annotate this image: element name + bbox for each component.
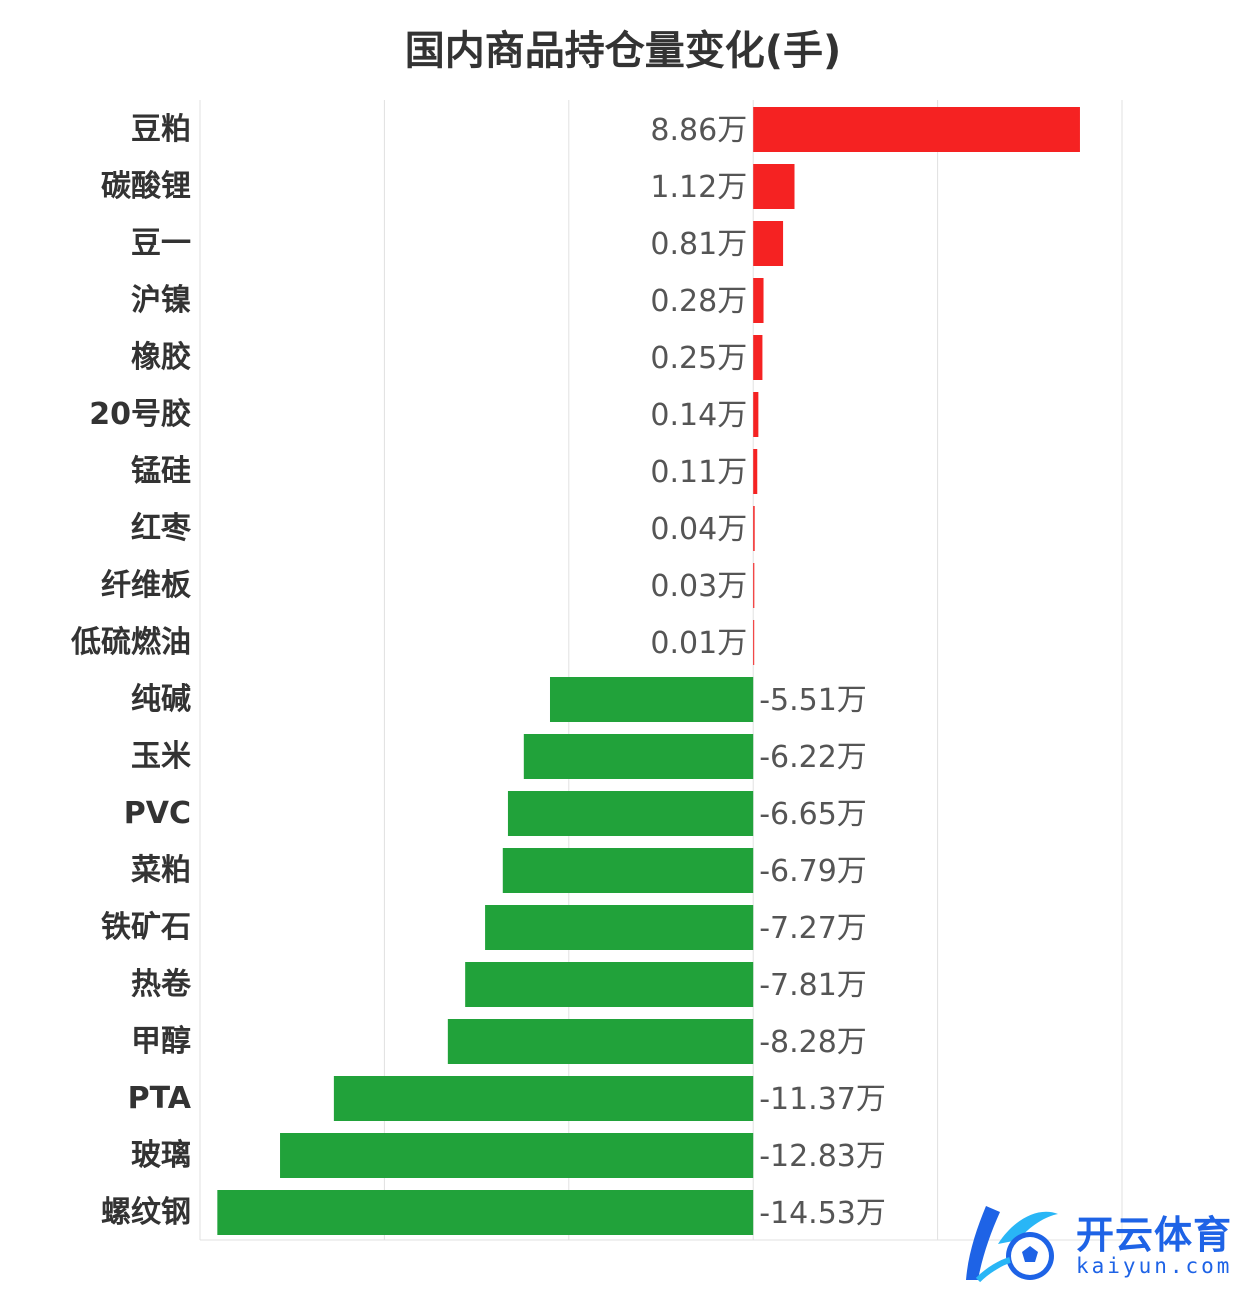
category-label-14: 铁矿石 (101, 910, 191, 945)
value-label-9: 0.01万 (650, 626, 747, 661)
category-label-13: 菜粕 (131, 853, 191, 888)
value-label-10: -5.51万 (759, 683, 867, 718)
category-label-19: 螺纹钢 (101, 1195, 191, 1230)
value-label-0: 8.86万 (650, 113, 747, 148)
value-label-4: 0.25万 (650, 341, 747, 376)
category-label-3: 沪镍 (131, 283, 191, 318)
chart-title: 国内商品持仓量变化(手) (404, 28, 842, 74)
value-label-16: -8.28万 (759, 1025, 867, 1060)
value-label-15: -7.81万 (759, 968, 867, 1003)
value-label-11: -6.22万 (759, 740, 867, 775)
category-label-9: 低硫燃油 (70, 625, 191, 660)
bar-2 (753, 221, 784, 266)
grid-layer (199, 100, 1123, 1241)
bar-4 (753, 335, 763, 380)
category-label-8: 纤维板 (101, 568, 191, 603)
watermark-text-en: kaiyun.com (1076, 1254, 1233, 1278)
bar-6 (753, 449, 758, 494)
value-label-13: -6.79万 (759, 854, 867, 889)
bar-10 (549, 677, 754, 722)
bar-7 (753, 506, 755, 551)
value-label-8: 0.03万 (650, 569, 747, 604)
bar-14 (485, 905, 754, 950)
value-label-7: 0.04万 (650, 512, 747, 547)
watermark-text-cn: 开云体育 (1076, 1213, 1233, 1257)
category-label-15: 热卷 (131, 967, 192, 1002)
bar-16 (447, 1019, 754, 1064)
value-label-17: -11.37万 (759, 1082, 886, 1117)
value-label-3: 0.28万 (650, 284, 747, 319)
bar-15 (465, 962, 754, 1007)
bar-0 (753, 107, 1080, 152)
value-label-5: 0.14万 (650, 398, 747, 433)
value-label-18: -12.83万 (759, 1139, 886, 1174)
category-label-12: PVC (124, 796, 191, 831)
bar-12 (507, 791, 754, 836)
bar-1 (753, 164, 795, 209)
value-label-6: 0.11万 (650, 455, 747, 490)
category-label-5: 20号胶 (89, 397, 191, 432)
value-label-14: -7.27万 (759, 911, 867, 946)
category-label-18: 玻璃 (131, 1138, 191, 1173)
value-label-2: 0.81万 (650, 227, 747, 262)
bar-13 (502, 848, 754, 893)
bar-8 (753, 563, 755, 608)
category-label-11: 玉米 (131, 739, 191, 774)
bar-layer (217, 107, 1080, 1235)
category-label-0: 豆粕 (131, 112, 191, 147)
value-label-1: 1.12万 (650, 170, 747, 205)
category-label-4: 橡胶 (131, 340, 191, 375)
bar-18 (280, 1133, 754, 1178)
kaiyun-watermark: 开云体育 kaiyun.com (958, 1200, 1238, 1290)
value-label-19: -14.53万 (759, 1196, 886, 1231)
category-label-6: 锰硅 (131, 454, 191, 489)
bar-3 (753, 278, 764, 323)
category-label-1: 碳酸锂 (101, 169, 191, 204)
bar-19 (217, 1190, 754, 1235)
category-label-17: PTA (128, 1081, 192, 1116)
category-label-16: 甲醇 (131, 1024, 191, 1059)
kaiyun-logo-icon (966, 1206, 1058, 1283)
bar-11 (523, 734, 754, 779)
value-label-12: -6.65万 (759, 797, 867, 832)
bar-9 (753, 620, 755, 665)
bar-17 (333, 1076, 754, 1121)
category-label-2: 豆一 (131, 226, 191, 261)
bar-5 (753, 392, 759, 437)
category-label-7: 红枣 (131, 511, 192, 546)
category-label-10: 纯碱 (131, 682, 191, 717)
